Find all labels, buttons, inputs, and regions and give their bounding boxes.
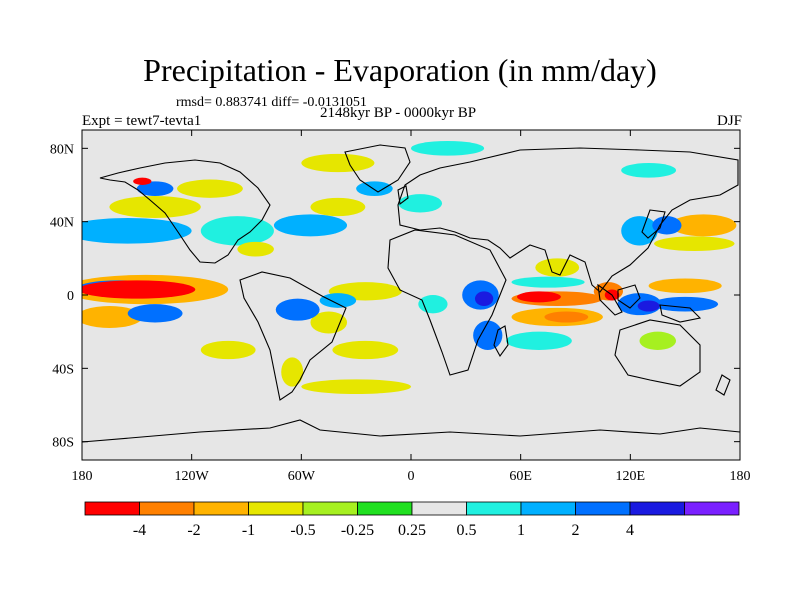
y-tick-label: 40N [50,216,74,231]
coastline-sumatra [597,283,623,316]
colorbar-swatch [302,501,358,516]
colorbar-swatch [411,501,467,516]
field-siberia-wet [621,163,677,178]
field-nw-pacific-dry [670,214,737,237]
field-atlantic-nh-dry [310,197,366,217]
coastline-layer [82,144,740,443]
y-axis: 80N 40N 0 40S 80S [50,142,740,451]
field-south-indian-wet [506,331,572,351]
colorbar-swatch [684,501,740,516]
field-spcz-dry [82,306,143,328]
colorbar: -4 -2 -1 -0.5 -0.25 0.25 0.5 1 2 4 [84,501,740,539]
coastline-new-zealand [715,374,731,396]
field-africa-west-wet [418,295,448,314]
field-west-pacific-dry [648,278,722,294]
colorbar-swatch [520,501,576,516]
x-tick-label: 180 [72,469,93,484]
field-north-atlantic-wet [356,181,393,197]
field-usa-wet [200,216,274,246]
colorbar-swatch [466,501,522,516]
colorbar-swatch [193,501,249,516]
colorbar-swatch [139,501,195,516]
field-pacific-eq-dry [82,280,196,299]
field-canada-dry [177,179,243,198]
field-australia-dry [639,331,677,351]
coastline-africa [387,229,507,376]
x-tick-label: 60E [509,469,532,484]
field-layer [82,141,737,394]
colorbar-swatch [575,501,631,516]
field-arctic-wet [411,141,485,156]
field-gulf-dry [237,241,274,257]
colorbar-label: -2 [187,522,200,539]
field-madagascar-wet [473,320,503,351]
coastline-north-america [99,159,271,264]
time-period-label: 2148kyr BP - 0000kyr BP [320,105,477,121]
y-tick-label: 40S [52,362,74,377]
field-india-dry [535,258,580,277]
y-tick-label: 80N [50,142,74,157]
coastline-antarctica [82,419,740,443]
field-japan-wet [652,216,682,235]
colorbar-label: 1 [517,522,525,539]
field-greenland-dry [301,153,375,173]
field-maritime-core [637,300,660,312]
field-south-atlantic-dry [332,340,399,360]
field-southern-ocean-dry [301,379,411,394]
field-indian-ocean-wet [511,276,585,288]
field-alaska-dry [133,177,152,185]
field-south-pacific-dry [200,340,256,360]
coastline-greenland [344,144,411,193]
field-east-asia-wet [621,216,658,246]
chart-title: Precipitation - Evaporation (in mm/day) [143,52,657,88]
x-axis: 180 120W 60W 0 60E 120E 180 [72,130,751,484]
coastline-south-america [239,271,347,401]
field-north-pacific-wet [82,218,192,244]
field-europe-wet [398,194,443,213]
rmsd-diff-stats: rmsd= 0.883741 diff= -0.0131051 [176,95,367,110]
field-atlantic-nh-wet [273,214,348,237]
field-andes-dry [281,357,304,387]
coastline-madagascar [493,325,509,358]
y-tick-label: 0 [67,289,74,304]
x-tick-label: 180 [730,469,751,484]
field-east-africa-core [474,291,494,306]
x-tick-label: 60W [288,469,316,484]
y-tick-label: 80S [52,436,74,451]
x-tick-label: 120E [616,469,646,484]
colorbar-swatch [84,501,140,516]
colorbar-label: -0.5 [290,522,315,539]
field-indian-ocean-core [517,291,561,303]
field-alaska-wet [136,181,174,197]
x-tick-label: 0 [408,469,415,484]
colorbar-swatch [629,501,685,516]
coastline-british-isles [397,185,409,205]
field-west-pacific-wet [652,296,719,312]
colorbar-label: -0.25 [341,522,374,539]
field-amazon-wet [275,298,320,321]
colorbar-label: 0.5 [457,522,477,539]
coastline-new-guinea [659,304,702,323]
field-spcz-wet [127,304,183,323]
x-tick-label: 120W [175,469,210,484]
colorbar-swatch [248,501,304,516]
season-label: DJF [716,113,742,129]
coastline-eurasia [397,147,739,293]
colorbar-label: 0.25 [398,522,426,539]
colorbar-label: -1 [242,522,255,539]
colorbar-swatch [357,501,413,516]
field-north-pacific-dry [109,196,201,218]
colorbar-label: -4 [133,522,146,539]
colorbar-label: 4 [626,522,634,539]
field-south-indian-core [544,311,589,323]
colorbar-label: 2 [572,522,580,539]
coastline-australia [614,319,701,387]
field-atlantic-eq-wet [319,293,357,308]
field-nw-pacific-belt [654,236,735,252]
coastline-borneo [617,284,641,309]
experiment-label: Expt = tewt7-tevta1 [82,113,202,129]
coastline-japan [641,209,666,239]
